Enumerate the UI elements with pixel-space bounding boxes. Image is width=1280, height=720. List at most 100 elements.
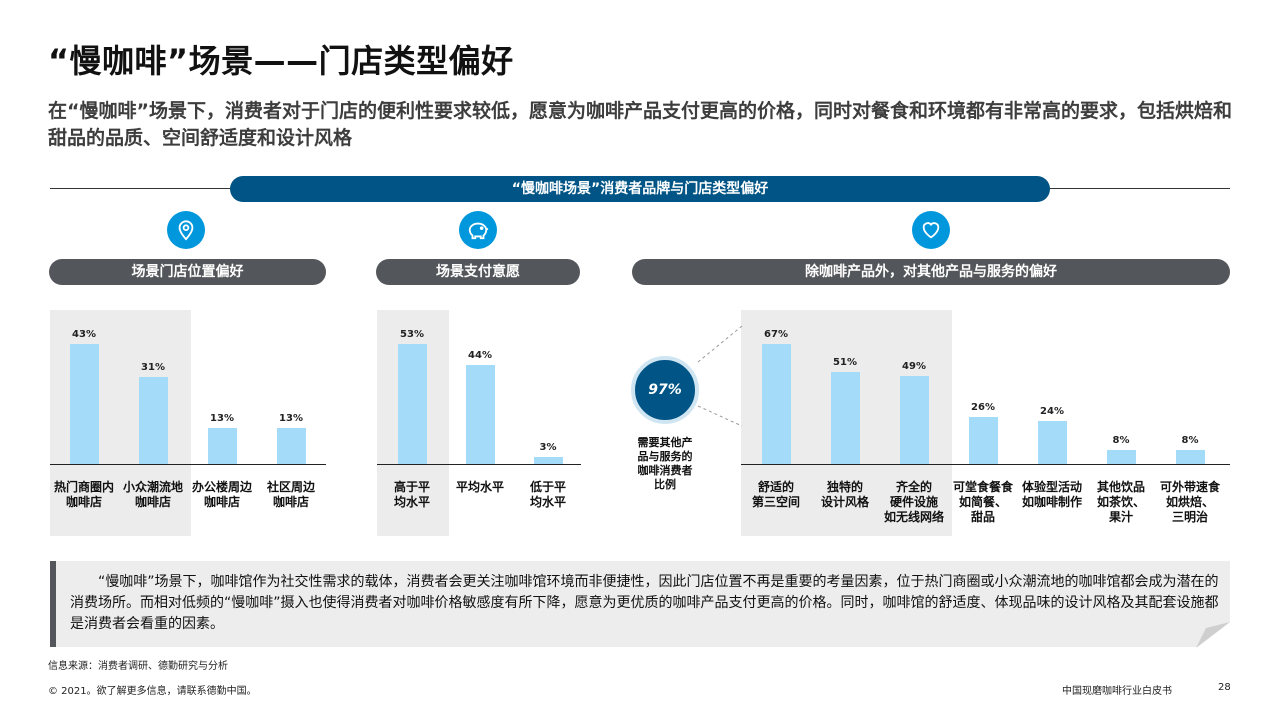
category-label: 热门商圈内 咖啡店 <box>48 480 120 510</box>
category-label-line: 热门商圈内 <box>53 480 114 494</box>
source-note: 信息来源：消费者调研、德勤研究与分析 <box>48 661 228 672</box>
section-pill-payment: 场景支付意愿 <box>376 259 580 285</box>
category-label-line: 可堂食餐食 <box>952 480 1013 494</box>
category-label-line: 咖啡店 <box>65 495 102 509</box>
piggy-bank-icon <box>459 211 497 249</box>
category-label: 低于平 均水平 <box>512 480 584 510</box>
category-label-line: 高于平 <box>393 480 430 494</box>
category-label: 高于平 均水平 <box>376 480 448 510</box>
callout-caption: 需要其他产 品与服务的 咖啡消费者 比例 <box>620 436 710 492</box>
category-label-line: 小众潮流地 <box>122 480 183 494</box>
callout-caption-line: 比例 <box>654 478 676 491</box>
x-axis-line <box>50 464 326 465</box>
data-label: 51% <box>833 357 857 369</box>
category-label-line: 如无线网络 <box>883 510 944 524</box>
bar <box>465 364 495 464</box>
category-label: 齐全的 硬件设施 如无线网络 <box>878 480 950 525</box>
data-label: 43% <box>72 328 96 340</box>
x-axis-line <box>377 464 581 465</box>
category-label-line: 平均水平 <box>455 480 504 494</box>
data-label: 13% <box>279 412 303 424</box>
chart-banner: “慢咖啡场景”消费者品牌与门店类型偏好 <box>230 176 1050 202</box>
bar <box>1175 449 1205 464</box>
bar <box>899 376 929 464</box>
data-label: 49% <box>902 361 926 373</box>
publication-name: 中国现磨咖啡行业白皮书 <box>1062 686 1172 697</box>
bar <box>138 377 168 464</box>
category-label-line: 硬件设施 <box>889 495 938 509</box>
bar <box>397 344 427 464</box>
data-label: 24% <box>1040 405 1064 417</box>
section-pill-other-services: 除咖啡产品外，对其他产品与服务的偏好 <box>632 259 1230 285</box>
category-label-line: 齐全的 <box>895 480 932 494</box>
category-label-line: 如烘焙、 <box>1165 495 1214 509</box>
category-label: 可外带速食 如烘焙、 三明治 <box>1154 480 1226 525</box>
category-label-line: 体验型活动 <box>1021 480 1082 494</box>
category-label: 舒适的 第三空间 <box>740 480 812 510</box>
data-label: 44% <box>468 349 492 361</box>
bar <box>533 457 563 464</box>
data-label: 8% <box>1181 434 1199 446</box>
bar <box>1037 420 1067 464</box>
callout-caption-line: 品与服务的 <box>637 450 693 463</box>
category-label: 体验型活动 如咖啡制作 <box>1016 480 1088 510</box>
data-label: 13% <box>210 412 234 424</box>
category-label-line: 均水平 <box>529 495 566 509</box>
bar <box>968 417 998 464</box>
summary-note-text: “慢咖啡”场景下，咖啡馆作为社交性需求的载体，消费者会更关注咖啡馆环境而非便捷性… <box>70 574 1219 632</box>
category-label: 独特的 设计风格 <box>809 480 881 510</box>
category-label: 其他饮品 如茶饮、 果汁 <box>1085 480 1157 525</box>
callout-circle: 97% <box>631 356 699 424</box>
section-pill-location: 场景门店位置偏好 <box>49 259 326 285</box>
bar <box>276 427 306 464</box>
bar <box>207 427 237 464</box>
location-preference-chart: 43% 热门商圈内 咖啡店 31% 小众潮流地 咖啡店 13% 办公楼周边 咖啡店 13% 社区周边… <box>50 310 326 536</box>
note-page-curl <box>1196 622 1230 648</box>
category-label: 小众潮流地 咖啡店 <box>117 480 189 510</box>
category-label-line: 独特的 <box>826 480 863 494</box>
callout-value: 97% <box>648 382 682 398</box>
bar <box>1106 449 1136 464</box>
data-label: 31% <box>141 362 165 374</box>
category-label-line: 办公楼周边 <box>191 480 252 494</box>
page-title: “慢咖啡”场景——门店类型偏好 <box>48 42 514 80</box>
bar <box>69 343 99 464</box>
category-label: 社区周边 咖啡店 <box>255 480 327 510</box>
category-label-line: 舒适的 <box>757 480 794 494</box>
bar <box>830 372 860 464</box>
category-label-line: 咖啡店 <box>203 495 240 509</box>
category-label-line: 咖啡店 <box>272 495 309 509</box>
category-label-line: 低于平 <box>529 480 566 494</box>
category-label-line: 均水平 <box>393 495 430 509</box>
payment-willingness-chart: 53% 高于平 均水平 44% 平均水平 3% 低于平 均水平 <box>377 310 581 536</box>
page-number: 28 <box>1218 682 1231 693</box>
data-label: 26% <box>971 402 995 414</box>
category-label-line: 设计风格 <box>820 495 869 509</box>
data-label: 3% <box>539 442 557 454</box>
heart-icon <box>912 211 950 249</box>
category-label-line: 其他饮品 <box>1096 480 1145 494</box>
category-label: 办公楼周边 咖啡店 <box>186 480 258 510</box>
other-services-chart: 67% 舒适的 第三空间 51% 独特的 设计风格 49% 齐全的 硬件设施 如无线网络 26% 可堂… <box>741 310 1230 536</box>
page-subtitle: 在“慢咖啡”场景下，消费者对于门店的便利性要求较低，愿意为咖啡产品支付更高的价格… <box>48 100 1232 149</box>
category-label: 可堂食餐食 如简餐、 甜品 <box>947 480 1019 525</box>
category-label-line: 三明治 <box>1171 510 1208 524</box>
summary-note-box <box>50 561 1230 647</box>
bar <box>761 343 791 464</box>
data-label: 8% <box>1112 434 1130 446</box>
category-label-line: 可外带速食 <box>1159 480 1220 494</box>
map-pin-icon <box>167 211 205 249</box>
callout-caption-line: 需要其他产 <box>637 436 693 449</box>
data-label: 53% <box>400 329 424 341</box>
category-label-line: 如咖啡制作 <box>1021 495 1082 509</box>
category-label-line: 第三空间 <box>751 495 800 509</box>
category-label-line: 果汁 <box>1108 510 1133 524</box>
category-label: 平均水平 <box>444 480 516 495</box>
x-axis-line <box>741 464 1230 465</box>
callout-connector <box>697 325 743 427</box>
category-label-line: 如简餐、 <box>958 495 1007 509</box>
category-label-line: 如茶饮、 <box>1096 495 1145 509</box>
callout-caption-line: 咖啡消费者 <box>637 464 693 477</box>
category-label-line: 咖啡店 <box>134 495 171 509</box>
copyright-text: © 2021。欲了解更多信息，请联系德勤中国。 <box>48 686 257 697</box>
